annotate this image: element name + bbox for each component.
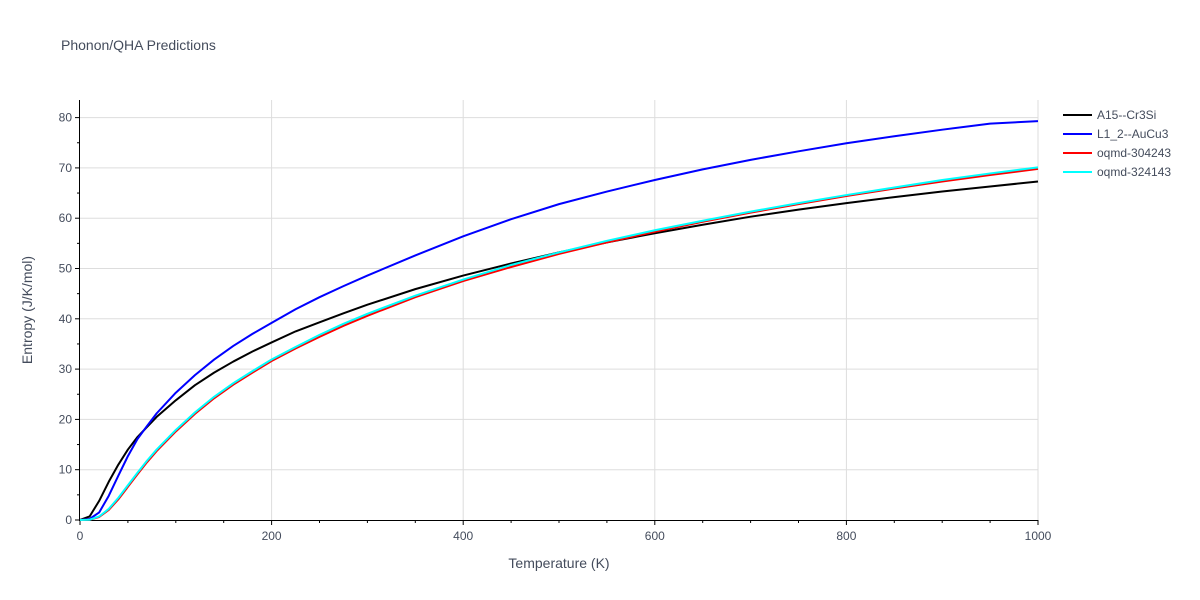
- x-tick-label: 200: [262, 529, 282, 543]
- grid-layer: [80, 100, 1039, 520]
- y-tick-label: 40: [59, 312, 73, 326]
- legend-label: A15--Cr3Si: [1097, 108, 1156, 122]
- y-tick-label: 80: [59, 111, 73, 125]
- legend-label: oqmd-324143: [1097, 165, 1171, 179]
- legend-item-a15-cr3si[interactable]: A15--Cr3Si: [1063, 108, 1156, 122]
- x-axis-title: Temperature (K): [508, 555, 609, 571]
- y-tick-label: 20: [59, 412, 73, 426]
- series-line-oqmd-324143: [79, 166, 1039, 521]
- x-tick-label: 0: [77, 529, 84, 543]
- legend-item-oqmd-324143[interactable]: oqmd-324143: [1063, 165, 1171, 179]
- y-tick-label: 30: [59, 362, 73, 376]
- tick-layer: 0 200 400 600 800 1000 0 10 20 30 40 50 60 70 80: [59, 111, 1052, 543]
- x-tick-label: 600: [645, 529, 665, 543]
- series-line-a15-cr3si: [79, 180, 1039, 521]
- legend-item-oqmd-304243[interactable]: oqmd-304243: [1063, 146, 1171, 160]
- axis-layer: [79, 100, 1038, 521]
- x-tick-label: 1000: [1025, 529, 1052, 543]
- series-line-l1-2-aucu3: [79, 120, 1039, 521]
- chart-title: Phonon/QHA Predictions: [61, 37, 216, 53]
- y-tick-label: 50: [59, 262, 73, 276]
- y-tick-label: 0: [65, 513, 72, 527]
- series-layer: [79, 120, 1039, 521]
- x-tick-label: 400: [453, 529, 473, 543]
- y-tick-label: 70: [59, 161, 73, 175]
- y-tick-label: 10: [59, 463, 73, 477]
- legend-item-l1-2-aucu3[interactable]: L1_2--AuCu3: [1063, 127, 1169, 141]
- legend-label: oqmd-304243: [1097, 146, 1171, 160]
- y-tick-label: 60: [59, 211, 73, 225]
- x-tick-label: 800: [836, 529, 856, 543]
- series-line-oqmd-304243: [79, 167, 1039, 521]
- legend[interactable]: A15--Cr3Si L1_2--AuCu3 oqmd-304243 oqmd-324…: [1063, 108, 1171, 179]
- legend-label: L1_2--AuCu3: [1097, 127, 1169, 141]
- y-axis-title: Entropy (J/K/mol): [19, 256, 35, 364]
